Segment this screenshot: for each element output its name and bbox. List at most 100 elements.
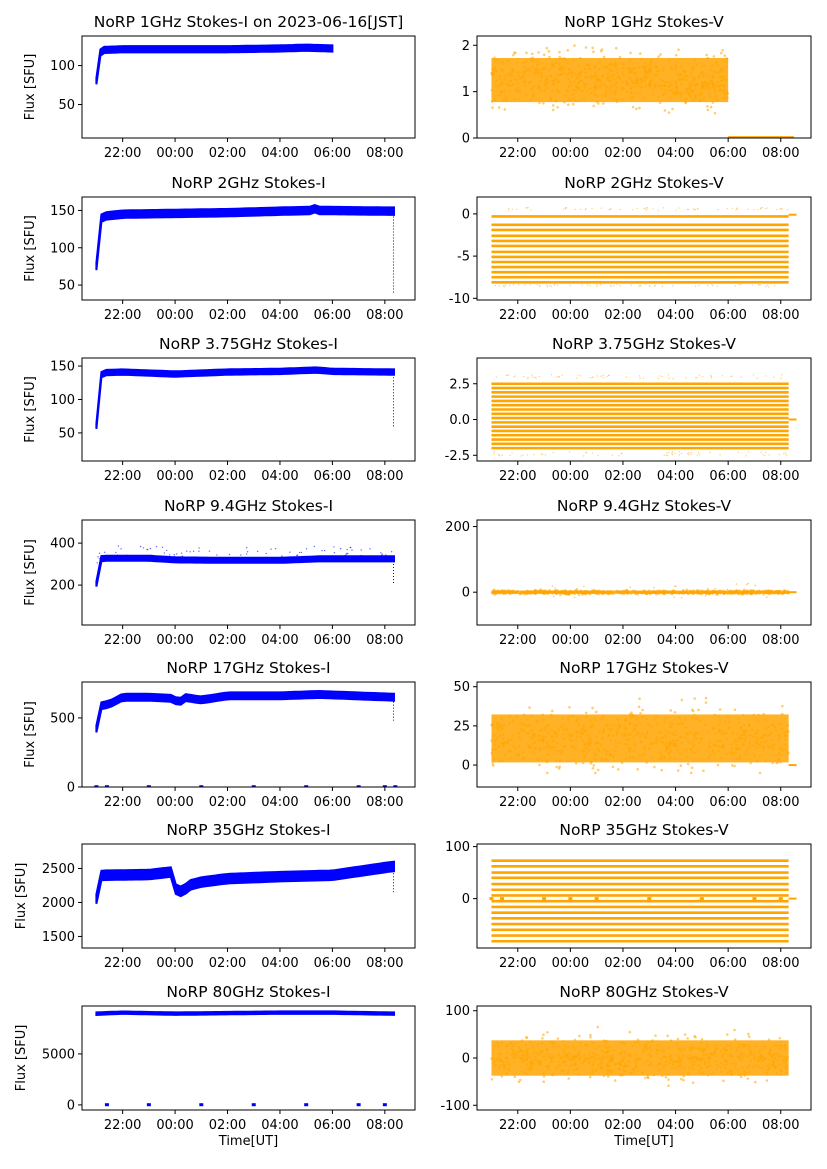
x-tick-label: 04:00 [261, 956, 298, 971]
x-tick-label: 22:00 [499, 956, 536, 971]
subplot-7: 22:00 00:00 02:00 04:00 06:00 08:00 0 200 NoRP 9… [445, 497, 812, 648]
data-point [546, 284, 548, 286]
data-point [674, 53, 678, 57]
x-tick-label: 06:00 [709, 308, 746, 323]
data-point [162, 555, 165, 558]
data-point [381, 553, 383, 555]
data-point [721, 375, 723, 377]
data-point [139, 545, 142, 548]
data-point [494, 284, 497, 287]
data-point [163, 552, 165, 554]
data-point [706, 105, 709, 108]
data-point [321, 549, 323, 552]
y-tick-label: 50 [58, 426, 75, 441]
data-point [683, 1033, 687, 1036]
data-point [747, 1032, 750, 1036]
data-band [95, 1010, 395, 1016]
data-point [503, 285, 506, 288]
x-tick-label: 08:00 [762, 795, 799, 810]
data-point [592, 764, 596, 767]
data-point [696, 454, 699, 456]
data-point [519, 1078, 522, 1082]
x-tick-label: 00:00 [156, 469, 193, 484]
x-tick-label: 04:00 [657, 956, 694, 971]
data-point [538, 101, 541, 105]
data-point [97, 556, 99, 558]
data-point [663, 109, 667, 112]
data-point [298, 551, 301, 554]
data-point [709, 451, 711, 454]
data-point [636, 768, 640, 771]
y-tick-label: 2000 [42, 896, 75, 911]
subplot-3: 22:00 00:00 02:00 04:00 06:00 08:00 -10 -5 0 NoRP… [449, 174, 812, 323]
data-point [584, 711, 588, 715]
data-point [533, 377, 536, 379]
plot-area [490, 1025, 790, 1088]
x-tick-label: 02:00 [209, 146, 246, 161]
data-point [748, 451, 750, 453]
subplot-11: 22:00 00:00 02:00 04:00 06:00 08:00 0 100 NoRP 3… [445, 821, 812, 971]
data-point [666, 452, 668, 454]
x-tick-label: 22:00 [499, 146, 536, 161]
data-point [181, 555, 184, 557]
y-tick-label: 1 [462, 85, 470, 100]
subplot-title: NoRP 1GHz Stokes-I on 2023-06-16[JST] [94, 13, 404, 31]
x-tick-label: 08:00 [762, 956, 799, 971]
data-dot [499, 897, 504, 901]
data-point [581, 284, 583, 286]
data-point [541, 1037, 544, 1040]
data-point [528, 706, 531, 709]
data-point [552, 595, 555, 598]
data-dot [699, 897, 704, 901]
data-point [706, 588, 710, 591]
data-point [663, 454, 665, 457]
y-tick-label: 200 [50, 579, 75, 594]
data-point [653, 586, 655, 589]
data-point [524, 1036, 528, 1039]
data-point [574, 761, 578, 765]
data-point [653, 285, 656, 287]
data-point [735, 209, 737, 211]
data-point [710, 377, 713, 379]
data-point [667, 111, 671, 114]
subplot-title: NoRP 80GHz Stokes-V [559, 983, 729, 1001]
data-point [773, 285, 776, 287]
y-axis-label: Flux [SFU] [23, 215, 38, 282]
data-point [657, 209, 659, 211]
data-point [616, 283, 618, 286]
data-point [740, 283, 742, 286]
data-point [643, 207, 645, 209]
data-point [678, 454, 680, 456]
data-point [668, 377, 670, 379]
data-point [733, 1028, 736, 1032]
x-tick-label: 22:00 [104, 633, 141, 648]
data-dot [104, 1103, 109, 1107]
data-point [630, 711, 633, 714]
data-point [759, 284, 762, 286]
x-tick-label: 22:00 [104, 795, 141, 810]
data-point [613, 285, 615, 287]
data-band [95, 554, 395, 587]
y-tick-label: 0.0 [449, 413, 470, 428]
data-point [592, 104, 595, 108]
x-tick-label: 00:00 [552, 795, 589, 810]
data-dot [304, 785, 309, 787]
data-point [591, 766, 595, 770]
plot-area [491, 206, 797, 288]
data-point [781, 704, 784, 708]
data-point [704, 595, 707, 597]
x-tick-label: 06:00 [709, 633, 746, 648]
y-tick-label: 200 [445, 520, 470, 535]
plot-area [95, 203, 395, 293]
data-point [134, 556, 137, 558]
y-tick-label: -5 [457, 250, 470, 265]
data-point [694, 285, 697, 288]
data-point [551, 585, 554, 587]
series-stokes-v [490, 1025, 790, 1088]
data-point [503, 108, 507, 111]
data-point [592, 50, 595, 54]
x-tick-label: 02:00 [209, 308, 246, 323]
series-calibration [94, 785, 398, 787]
data-point [256, 550, 259, 553]
x-tick-label: 08:00 [366, 1118, 403, 1133]
